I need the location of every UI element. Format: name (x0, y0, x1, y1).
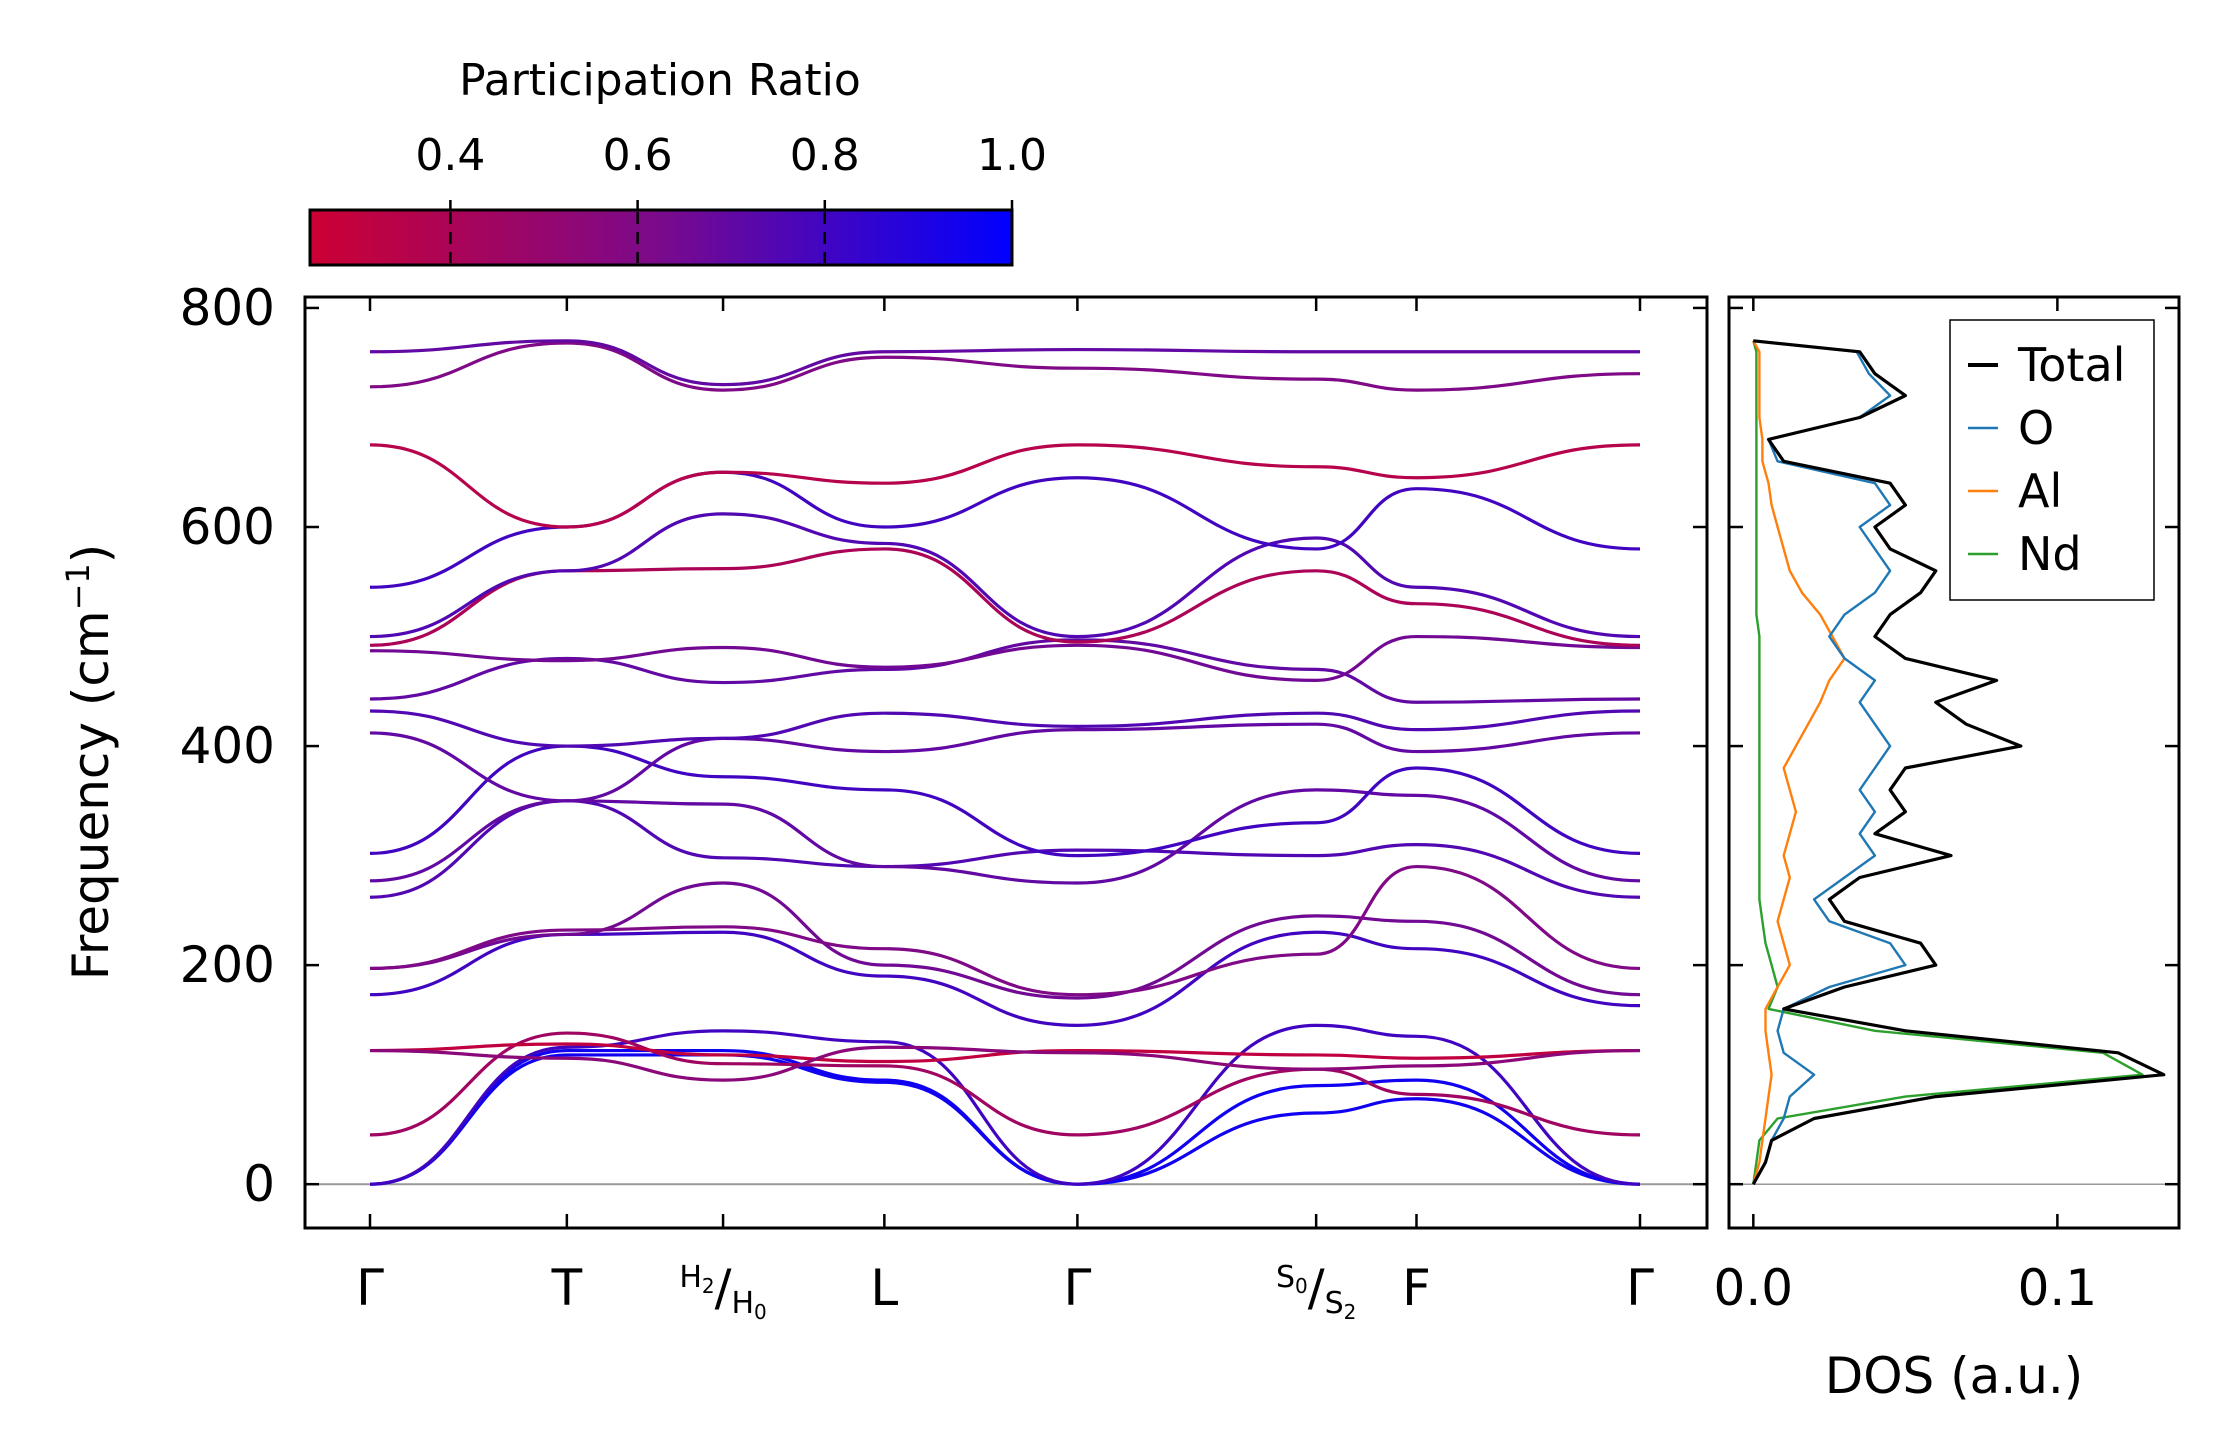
dos-line-nd (1752, 340, 2144, 1185)
dos-x-tick-label: 0.0 (1714, 1259, 1794, 1317)
band-line-band-6 (369, 1045, 1641, 1082)
legend-label-nd: Nd (2018, 527, 2082, 581)
band-line-band-2 (369, 1048, 1641, 1186)
legend-label-o: O (2018, 401, 2054, 455)
dos-plot-frame (1727, 295, 2181, 1230)
legend-label-total: Total (2017, 338, 2125, 392)
colorbar-tick-label: 1.0 (977, 130, 1047, 181)
colorbar-tick-label: 0.8 (790, 130, 860, 181)
band-line-band-21 (369, 341, 1641, 392)
band-line-band-14 (369, 709, 1641, 748)
band-line-band-17 (369, 547, 1641, 647)
colorbar-title: Participation Ratio (459, 55, 861, 106)
dos-x-tick-label: 0.1 (2018, 1259, 2098, 1317)
band-line-band-20 (369, 443, 1641, 529)
band-line-band-9 (369, 864, 1641, 997)
dos-panel: 0.0 0.1 DOS (a.u.) Total O Al Nd (1714, 295, 2181, 1405)
band-line-band-18 (369, 512, 1641, 639)
dos-line-o (1752, 339, 1907, 1185)
band-line-band-22 (369, 339, 1640, 387)
k-point-label: H2/H0 (679, 1259, 766, 1324)
colorbar-tick-label: 0.6 (603, 130, 673, 181)
colorbar-bar (308, 208, 1014, 267)
colorbar-tick-labels: 0.4 0.6 0.8 1.0 (415, 130, 1047, 181)
k-point-label: Γ (1626, 1259, 1654, 1317)
dos-y-ticks (1729, 306, 2179, 1186)
band-line-band-8 (369, 881, 1641, 1000)
k-point-label: T (551, 1259, 583, 1317)
y-tick-label: 800 (180, 279, 275, 337)
dos-legend: Total O Al Nd (1949, 319, 2155, 601)
legend-label-al: Al (2018, 464, 2062, 518)
band-line-band-3 (369, 1023, 1641, 1186)
band-y-ticks: 0 200 400 600 800 (180, 279, 1707, 1213)
k-point-label: L (870, 1259, 898, 1317)
band-line-band-1 (369, 1053, 1641, 1186)
k-point-label: Γ (1063, 1259, 1091, 1317)
band-lines (369, 339, 1641, 1186)
band-plot-frame (303, 295, 1709, 1230)
colorbar: Participation Ratio 0.4 0.6 0.8 1.0 (308, 55, 1047, 267)
band-line-band-16 (369, 634, 1641, 682)
band-y-axis-label: Frequency (cm−1) (59, 544, 120, 981)
band-line-band-5 (369, 1042, 1641, 1064)
y-tick-label: 200 (180, 936, 275, 994)
k-point-label: S0/S2 (1276, 1259, 1356, 1324)
band-line-band-13 (369, 722, 1641, 803)
k-point-label: Γ (356, 1259, 384, 1317)
band-line-band-10 (369, 799, 1641, 899)
y-tick-label: 600 (180, 498, 275, 556)
k-point-label: F (1402, 1259, 1431, 1317)
dos-line-al (1752, 340, 1846, 1185)
dos-lines (1751, 339, 2166, 1185)
y-tick-label: 400 (180, 717, 275, 775)
band-line-band-7 (369, 930, 1641, 1027)
dos-x-axis-label: DOS (a.u.) (1825, 1347, 2084, 1405)
y-tick-label: 0 (243, 1155, 275, 1213)
dos-x-ticks: 0.0 0.1 (1714, 297, 2098, 1317)
colorbar-ticks (449, 200, 1014, 263)
colorbar-tick-label: 0.4 (415, 130, 485, 181)
band-line-band-4 (369, 1031, 1641, 1137)
band-line-band-15 (369, 638, 1641, 704)
band-k-ticks: Γ T H2/H0 L Γ S0/S2 F Γ (356, 1259, 1654, 1324)
dos-line-total (1751, 339, 2166, 1185)
k-point-guides (368, 297, 1642, 1228)
